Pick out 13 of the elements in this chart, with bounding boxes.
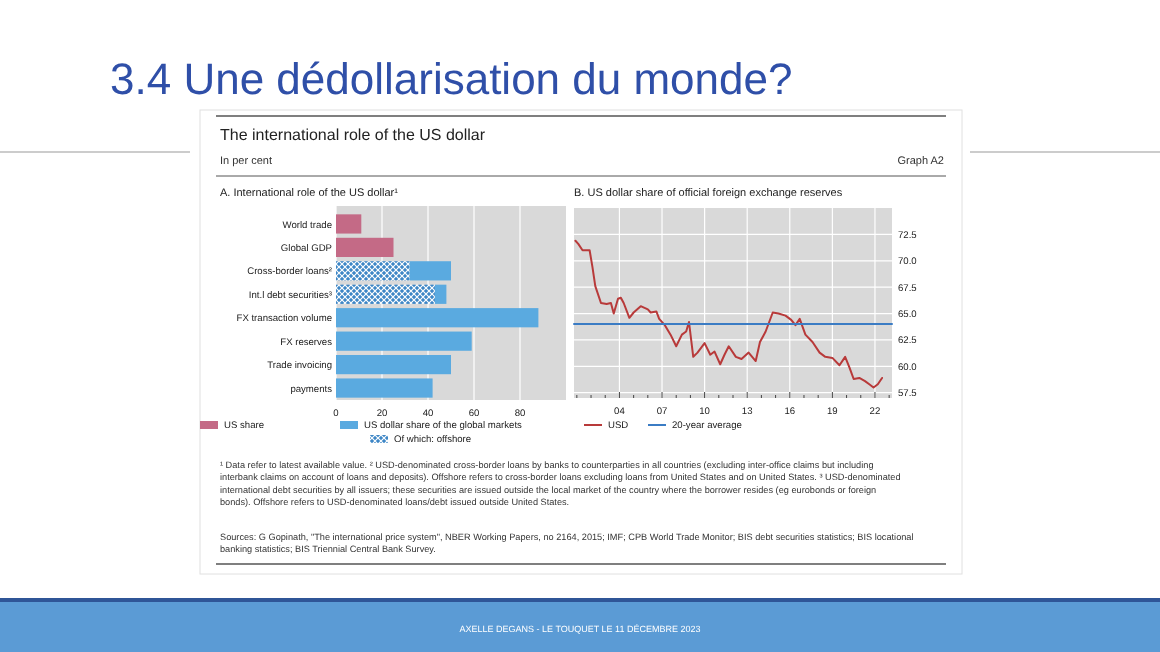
bar <box>336 214 362 234</box>
text: 3.4 Une dédollarisation du monde? <box>110 54 793 104</box>
bar <box>336 331 472 351</box>
bar <box>336 261 410 281</box>
bar <box>434 284 447 304</box>
bar <box>409 261 451 281</box>
line-series <box>574 239 884 389</box>
bar <box>336 378 433 398</box>
bar <box>336 237 394 258</box>
bar <box>336 308 539 328</box>
text: The international role of the US dollar <box>220 126 486 144</box>
bar <box>336 354 451 375</box>
bar <box>336 284 435 304</box>
